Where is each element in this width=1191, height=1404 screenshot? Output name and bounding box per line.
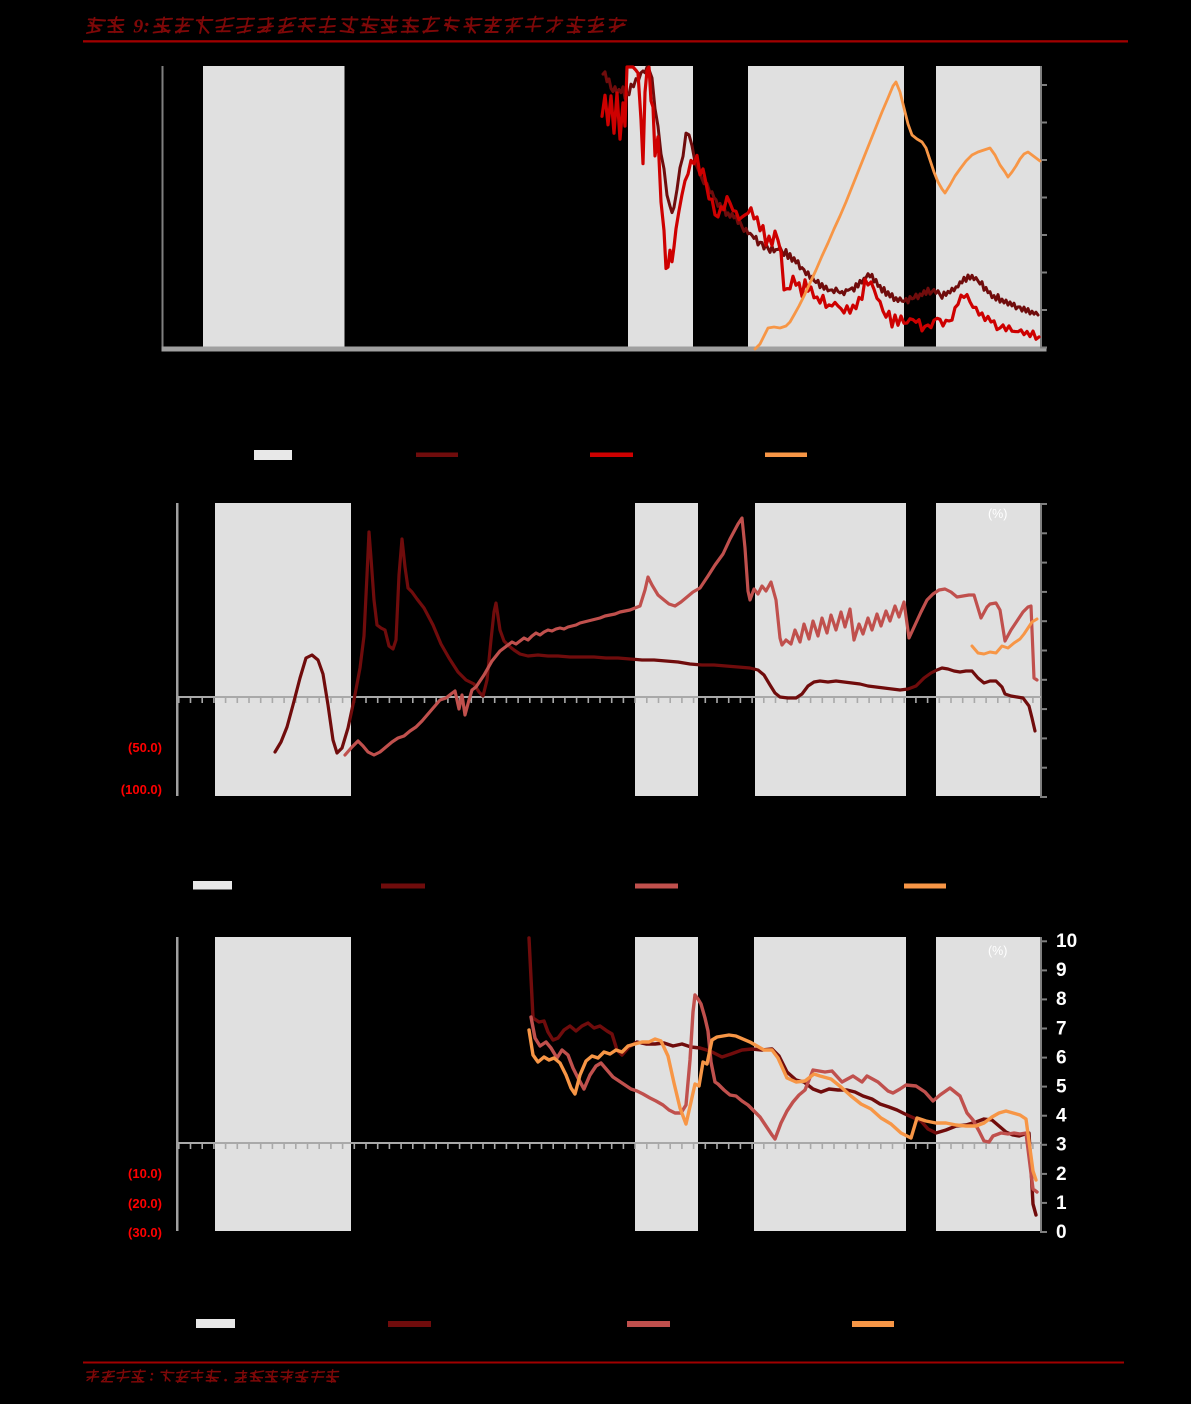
svg-text:9: 9 [1056, 960, 1067, 981]
svg-text:3: 3 [1056, 1135, 1067, 1156]
svg-text:(10.0): (10.0) [128, 1166, 162, 1181]
svg-text:6: 6 [1056, 1047, 1067, 1068]
svg-text:7: 7 [1056, 1018, 1067, 1039]
svg-text:(%): (%) [988, 944, 1007, 958]
svg-text:9:: 9: [133, 16, 150, 38]
svg-text:0: 0 [1056, 1222, 1067, 1243]
svg-text:4: 4 [1056, 1106, 1067, 1127]
svg-text:1: 1 [1056, 1193, 1067, 1214]
svg-text:5: 5 [1056, 1077, 1067, 1098]
svg-text:(%): (%) [988, 507, 1007, 521]
svg-text:2: 2 [1056, 1164, 1067, 1185]
svg-text:8: 8 [1056, 989, 1067, 1010]
svg-text:(20.0): (20.0) [128, 1196, 162, 1211]
svg-text:(100.0): (100.0) [121, 782, 162, 797]
svg-text:(30.0): (30.0) [128, 1225, 162, 1240]
svg-text:(50.0): (50.0) [128, 740, 162, 755]
svg-text:10: 10 [1056, 931, 1077, 952]
